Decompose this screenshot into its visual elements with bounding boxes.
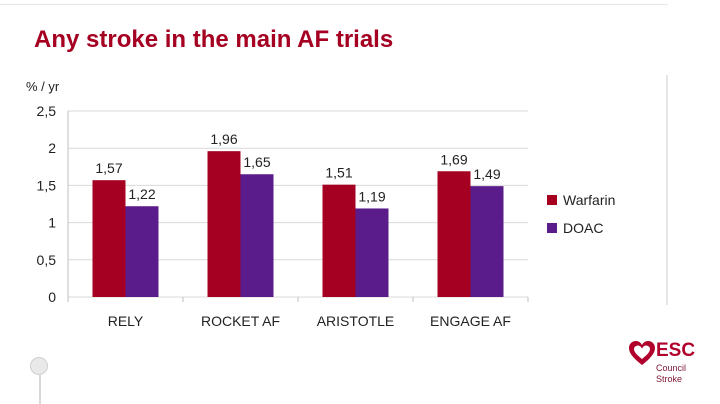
legend-label-warfarin: Warfarin — [563, 192, 615, 208]
y-tick-label: 1,5 — [37, 177, 57, 193]
data-label: 1,57 — [95, 160, 122, 176]
right-divider — [666, 75, 668, 305]
slide-title: Any stroke in the main AF trials — [34, 26, 394, 53]
doac-bar — [470, 186, 504, 297]
y-tick-label: 2,5 — [37, 103, 57, 119]
y-tick-label: 0 — [48, 289, 56, 305]
legend-swatch-warfarin — [547, 195, 557, 205]
data-label: 1,65 — [243, 154, 270, 170]
x-category-label: RELY — [108, 313, 144, 329]
data-label: 1,19 — [358, 188, 385, 204]
x-category-label: ARISTOTLE — [317, 313, 395, 329]
data-label: 1,51 — [325, 165, 352, 181]
warfarin-bar — [437, 171, 471, 297]
legend-label-doac: DOAC — [563, 220, 603, 236]
doac-bar — [240, 174, 274, 297]
progress-knob[interactable] — [30, 357, 48, 375]
esc-logo: ESC Council Stroke — [624, 334, 714, 394]
warfarin-bar — [207, 151, 241, 297]
top-divider — [0, 4, 668, 5]
doac-bar — [355, 208, 389, 297]
x-category-label: ENGAGE AF — [430, 313, 511, 329]
doac-bar — [125, 206, 159, 297]
y-axis-label: % / yr — [26, 79, 60, 94]
data-label: 1,22 — [128, 186, 155, 202]
data-label: 1,49 — [473, 166, 500, 182]
data-label: 1,96 — [210, 131, 237, 147]
y-tick-label: 1 — [48, 215, 56, 231]
y-tick-label: 2 — [48, 140, 56, 156]
progress-track — [39, 360, 41, 404]
warfarin-bar — [322, 184, 356, 297]
logo-text: ESC — [656, 340, 696, 361]
warfarin-bar — [92, 180, 126, 297]
legend-swatch-doac — [547, 223, 557, 233]
heart-icon — [629, 341, 655, 365]
y-tick-label: 0,5 — [37, 252, 57, 268]
x-category-label: ROCKET AF — [201, 313, 280, 329]
logo-line2: Stroke — [656, 374, 683, 384]
logo-line1: Council — [656, 363, 687, 373]
data-label: 1,69 — [440, 151, 467, 167]
